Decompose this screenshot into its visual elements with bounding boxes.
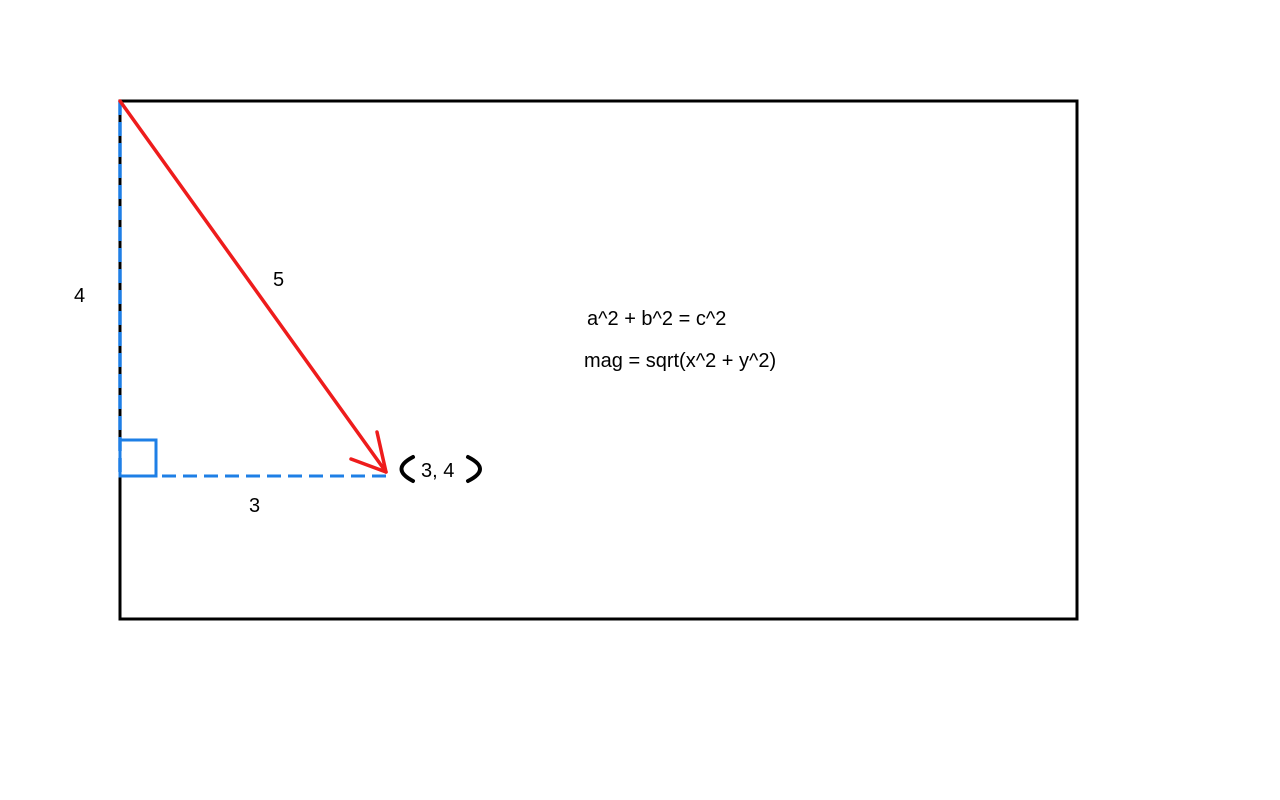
right-paren (466, 455, 482, 483)
point-coordinates: 3, 4 (421, 460, 454, 482)
left-paren (399, 455, 415, 483)
pythagorean-formula: a^2 + b^2 = c^2 (587, 308, 726, 330)
side-label-vertical: 4 (74, 285, 85, 307)
right-angle-marker (118, 438, 158, 478)
hypotenuse-label: 5 (273, 269, 284, 291)
side-label-horizontal: 3 (249, 495, 260, 517)
vector-arrow (118, 99, 388, 474)
magnitude-formula: mag = sqrt(x^2 + y^2) (584, 350, 776, 372)
arrow-head (349, 430, 388, 474)
point-label: 3, 4 (399, 455, 482, 483)
